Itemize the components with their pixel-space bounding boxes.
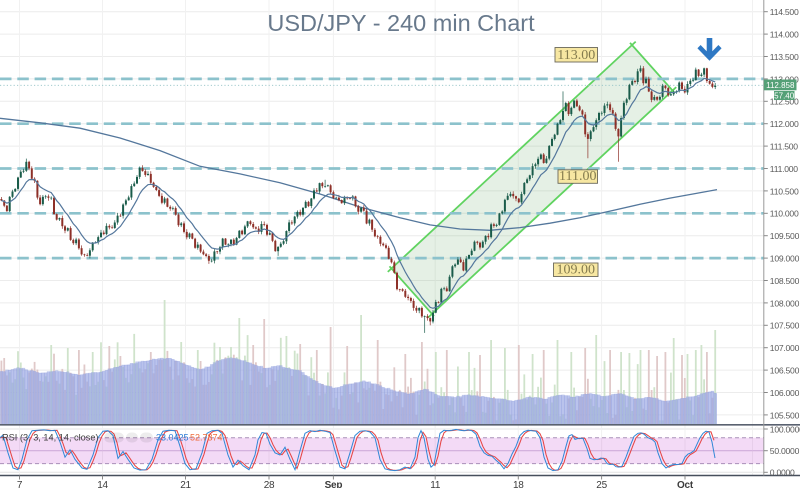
svg-text:28: 28 — [264, 480, 275, 488]
svg-text:112.500: 112.500 — [770, 97, 799, 107]
svg-text:0.0000: 0.0000 — [770, 468, 795, 478]
svg-text:Sep: Sep — [325, 480, 343, 488]
svg-text:107.500: 107.500 — [770, 321, 800, 331]
svg-text:50.0000: 50.0000 — [770, 446, 800, 456]
svg-text:108.000: 108.000 — [770, 298, 800, 308]
svg-text:105.500: 105.500 — [770, 410, 800, 420]
svg-text:107.000: 107.000 — [770, 343, 800, 353]
svg-text:113.500: 113.500 — [770, 52, 799, 62]
svg-text:111.500: 111.500 — [770, 142, 799, 152]
svg-text:100.0000: 100.0000 — [770, 424, 800, 434]
svg-text:11: 11 — [430, 480, 441, 488]
svg-text:Stoch RSI (3, 3, 14, 14, close: Stoch RSI (3, 3, 14, 14, close) — [0, 432, 99, 442]
svg-text:57.40: 57.40 — [774, 91, 795, 100]
svg-text:52.7874: 52.7874 — [190, 432, 223, 442]
svg-text:110.500: 110.500 — [770, 186, 799, 196]
svg-text:111.00: 111.00 — [559, 169, 596, 184]
svg-text:106.000: 106.000 — [770, 388, 800, 398]
svg-text:114.500: 114.500 — [770, 7, 799, 17]
svg-text:112.858: 112.858 — [766, 81, 795, 90]
svg-text:111.000: 111.000 — [770, 164, 799, 174]
svg-text:112.000: 112.000 — [770, 119, 799, 129]
svg-text:109.500: 109.500 — [770, 231, 800, 241]
svg-text:108.500: 108.500 — [770, 276, 800, 286]
svg-text:113.00: 113.00 — [557, 48, 595, 63]
svg-text:106.500: 106.500 — [770, 366, 800, 376]
svg-text:33.0425: 33.0425 — [156, 432, 189, 442]
svg-text:21: 21 — [180, 480, 191, 488]
svg-text:109.000: 109.000 — [770, 254, 800, 264]
svg-text:18: 18 — [513, 480, 524, 488]
svg-text:114.000: 114.000 — [770, 30, 799, 40]
svg-text:14: 14 — [97, 480, 108, 488]
svg-text:7: 7 — [17, 480, 23, 488]
svg-text:109.00: 109.00 — [557, 262, 596, 277]
svg-text:110.000: 110.000 — [770, 209, 799, 219]
svg-text:USD/JPY - 240 min Chart: USD/JPY - 240 min Chart — [267, 10, 535, 36]
svg-text:113.000: 113.000 — [770, 74, 799, 84]
svg-text:Oct: Oct — [677, 480, 694, 488]
svg-text:25: 25 — [596, 480, 607, 488]
